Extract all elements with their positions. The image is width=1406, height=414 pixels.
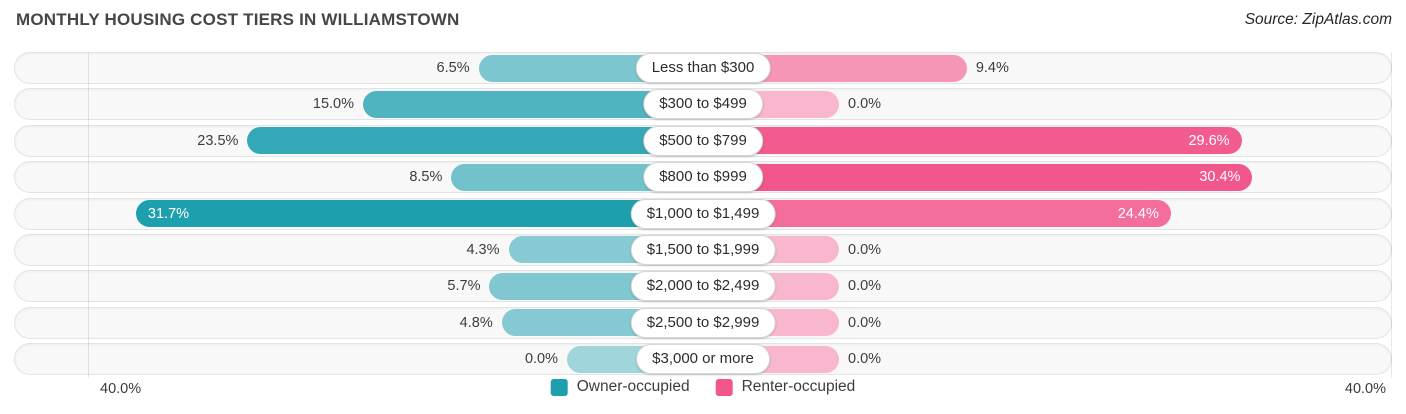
cost-tier-row: 5.7% 0.0% $2,000 to $2,499 (14, 270, 1392, 303)
tier-label-pill: $1,500 to $1,999 (630, 234, 776, 265)
left-axis-gridline (88, 52, 89, 378)
renter-value-label: 29.6% (1188, 132, 1230, 149)
owner-legend-swatch (550, 378, 568, 396)
row-track (14, 161, 1392, 194)
owner-value-label: 8.5% (409, 169, 443, 186)
renter-value-label: 0.0% (848, 96, 882, 113)
row-track (14, 197, 1392, 230)
owner-value-label: 4.3% (466, 241, 500, 258)
tier-label-pill: Less than $300 (635, 53, 771, 83)
tier-label-pill: $3,000 or more (636, 344, 770, 375)
cost-tier-row: 23.5% 29.6% $500 to $799 (14, 124, 1392, 157)
owner-value-label: 31.7% (147, 205, 189, 222)
tier-label-pill: $300 to $499 (643, 89, 763, 120)
legend-item-renter: Renter-occupied (715, 378, 856, 396)
renter-value-label: 30.4% (1199, 169, 1241, 186)
renter-value-label: 0.0% (848, 278, 882, 295)
owner-value-label: 5.7% (447, 278, 481, 295)
renter-legend-label: Renter-occupied (741, 378, 856, 395)
tier-label-pill: $800 to $999 (643, 162, 763, 193)
cost-tier-row: 15.0% 0.0% $300 to $499 (14, 88, 1392, 121)
owner-value-label: 0.0% (524, 351, 558, 368)
cost-tier-row: 31.7% 24.4% $1,000 to $1,499 (14, 197, 1392, 230)
cost-tier-row: 4.8% 0.0% $2,500 to $2,999 (14, 306, 1392, 339)
cost-tier-row: 8.5% 30.4% $800 to $999 (14, 161, 1392, 194)
right-axis-max-label: 40.0% (1344, 381, 1386, 397)
renter-value-label: 0.0% (848, 314, 882, 331)
row-track (14, 233, 1392, 266)
cost-tier-row: 0.0% 0.0% $3,000 or more (14, 343, 1392, 376)
source-attribution: Source: ZipAtlas.com (1244, 11, 1392, 28)
chart-footer: 40.0% Owner-occupied Renter-occupied 40.… (0, 377, 1406, 403)
renter-legend-swatch (715, 378, 733, 396)
row-track (14, 343, 1392, 376)
legend: Owner-occupied Renter-occupied (550, 378, 856, 396)
owner-value-label: 6.5% (436, 60, 470, 76)
legend-item-owner: Owner-occupied (550, 378, 690, 396)
row-track (14, 52, 1392, 84)
cost-tier-row: 4.3% 0.0% $1,500 to $1,999 (14, 233, 1392, 266)
row-track (14, 88, 1392, 121)
cost-tier-row: 6.5% 9.4% Less than $300 (14, 52, 1392, 84)
page-title: MONTHLY HOUSING COST TIERS IN WILLIAMSTO… (16, 10, 460, 29)
rows: 6.5% 9.4% Less than $300 15.0% 0.0% $300… (0, 52, 1406, 376)
owner-value-label: 15.0% (312, 96, 354, 113)
tier-label-pill: $1,000 to $1,499 (630, 198, 776, 229)
renter-value-label: 24.4% (1117, 205, 1159, 222)
renter-value-label: 0.0% (848, 241, 882, 258)
owner-value-label: 4.8% (459, 314, 493, 331)
left-axis-max-label: 40.0% (100, 381, 142, 397)
row-track (14, 306, 1392, 339)
owner-value-label: 23.5% (197, 132, 239, 149)
row-track (14, 270, 1392, 303)
renter-value-label: 0.0% (848, 351, 882, 368)
tier-label-pill: $2,500 to $2,999 (630, 307, 776, 338)
row-track (14, 124, 1392, 157)
renter-value-label: 9.4% (975, 60, 1009, 76)
tier-label-pill: $500 to $799 (643, 125, 763, 156)
owner-legend-label: Owner-occupied (576, 378, 690, 395)
tier-label-pill: $2,000 to $2,499 (630, 271, 776, 302)
